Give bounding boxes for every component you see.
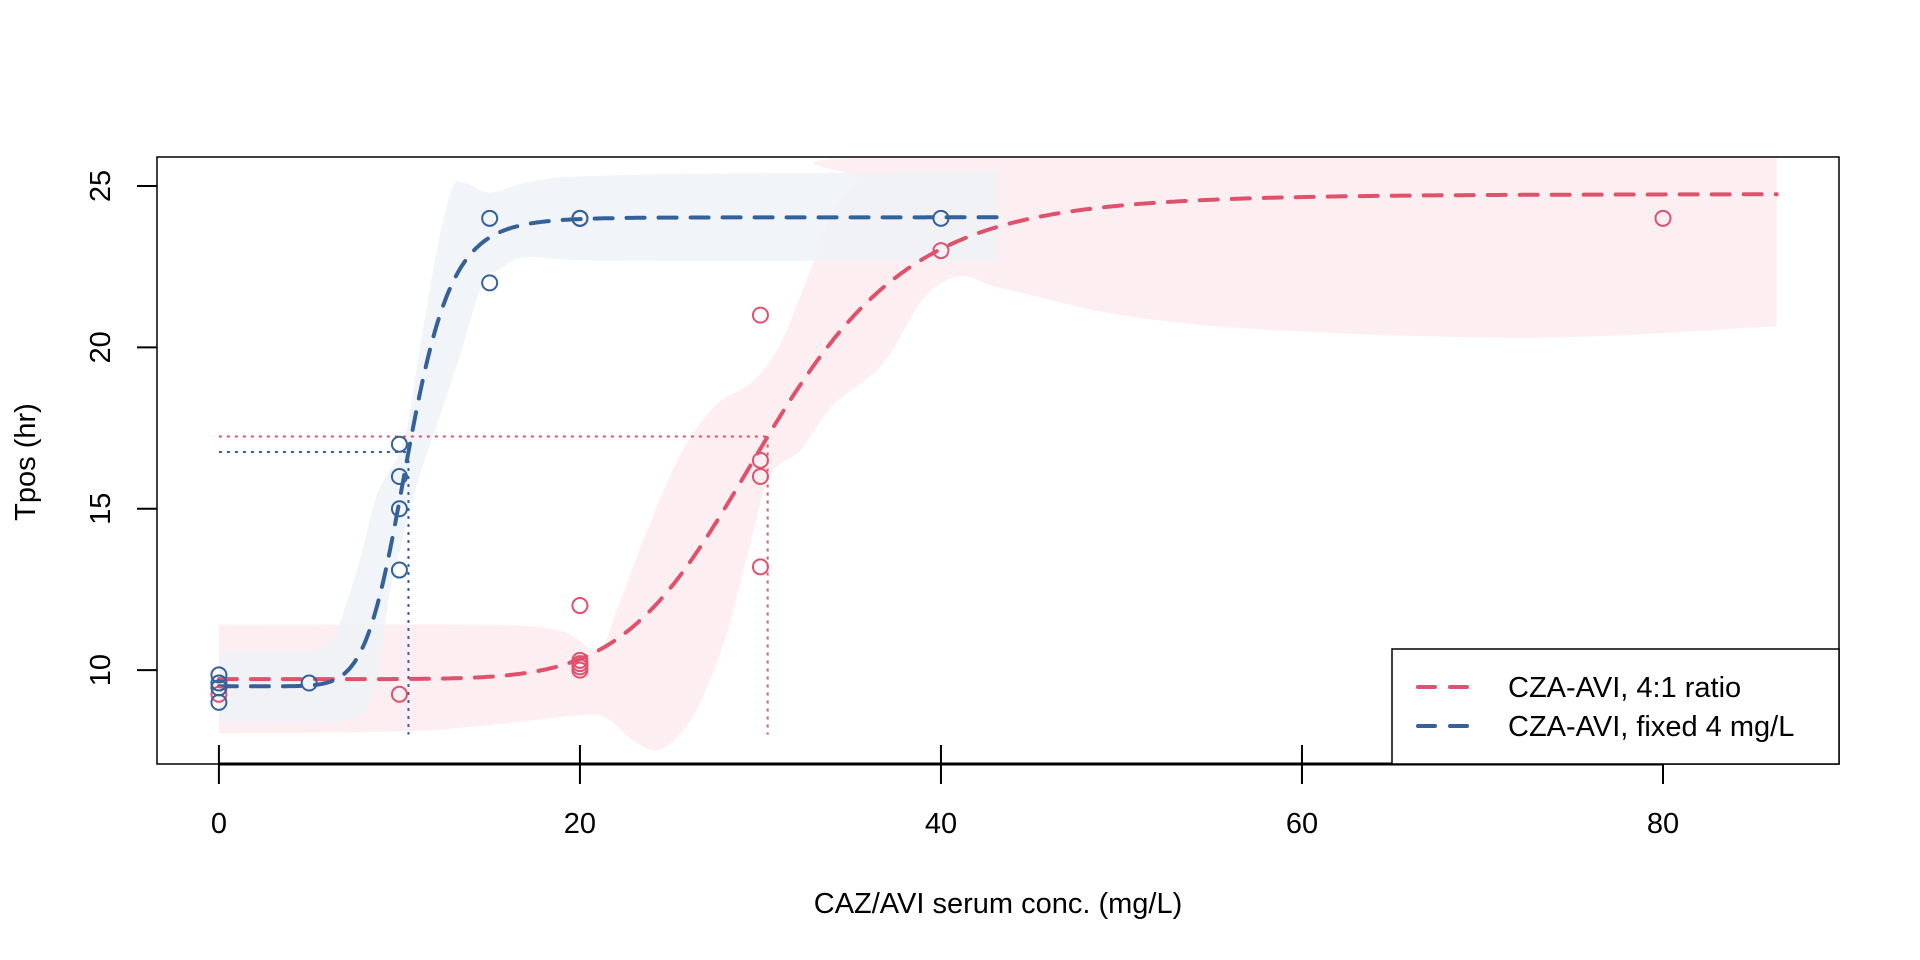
data-point-red [1654, 209, 1672, 227]
ec50-guide-lines [218, 435, 769, 735]
fit-curve-red [216, 192, 1779, 682]
fit-curve-blue [216, 215, 1001, 689]
data-points [210, 209, 1672, 711]
data-point-blue [390, 500, 408, 518]
data-point-blue [210, 674, 228, 692]
x-tick-label: 60 [1286, 808, 1318, 840]
data-point-blue [481, 274, 499, 292]
data-point-red [210, 685, 228, 703]
x-tick-label: 80 [1647, 808, 1679, 840]
y-axis: 10 15 20 25 [85, 170, 157, 686]
data-point-red [390, 685, 408, 703]
data-point-blue [300, 674, 318, 692]
y-tick-label: 20 [85, 331, 117, 363]
data-point-blue [210, 666, 228, 684]
legend: CZA-AVI, 4:1 ratio CZA-AVI, fixed 4 mg/L [1391, 648, 1840, 765]
data-point-red [751, 451, 769, 469]
confidence-band-blue [218, 172, 999, 722]
confidence-bands [218, 157, 1777, 751]
confidence-band-red [218, 157, 1777, 751]
data-point-red [751, 306, 769, 324]
data-point-blue [210, 693, 228, 711]
data-point-blue [481, 209, 499, 227]
x-axis-title: CAZ/AVI serum conc. (mg/L) [814, 888, 1183, 920]
data-point-blue [390, 467, 408, 485]
x-tick-label: 0 [211, 808, 227, 840]
legend-box [1391, 648, 1840, 765]
data-point-red [571, 597, 589, 615]
data-point-blue [932, 209, 950, 227]
y-tick-label: 10 [85, 654, 117, 686]
x-tick-label: 40 [925, 808, 957, 840]
legend-label-blue: CZA-AVI, fixed 4 mg/L [1508, 711, 1794, 743]
y-tick-label: 15 [85, 493, 117, 525]
data-point-blue [390, 561, 408, 579]
x-tick-label: 20 [564, 808, 596, 840]
y-tick-label: 25 [85, 170, 117, 202]
data-point-blue [571, 209, 589, 227]
data-point-red [932, 242, 950, 260]
data-point-red [751, 467, 769, 485]
y-axis-title: Tpos (hr) [10, 403, 42, 521]
legend-label-red: CZA-AVI, 4:1 ratio [1508, 672, 1741, 704]
data-point-red [571, 661, 589, 679]
data-point-blue [390, 435, 408, 453]
fit-curves [216, 192, 1779, 689]
data-point-red [751, 558, 769, 576]
